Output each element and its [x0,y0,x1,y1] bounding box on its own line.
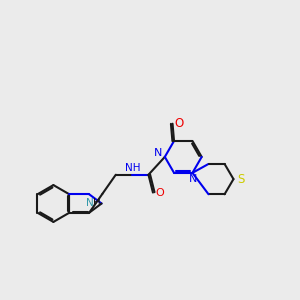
Text: O: O [175,117,184,130]
Text: S: S [237,172,244,186]
Text: N: N [154,148,163,158]
Text: O: O [155,188,164,198]
Text: N: N [86,198,94,208]
Text: H: H [93,198,101,208]
Text: N: N [189,174,197,184]
Text: NH: NH [125,163,140,173]
